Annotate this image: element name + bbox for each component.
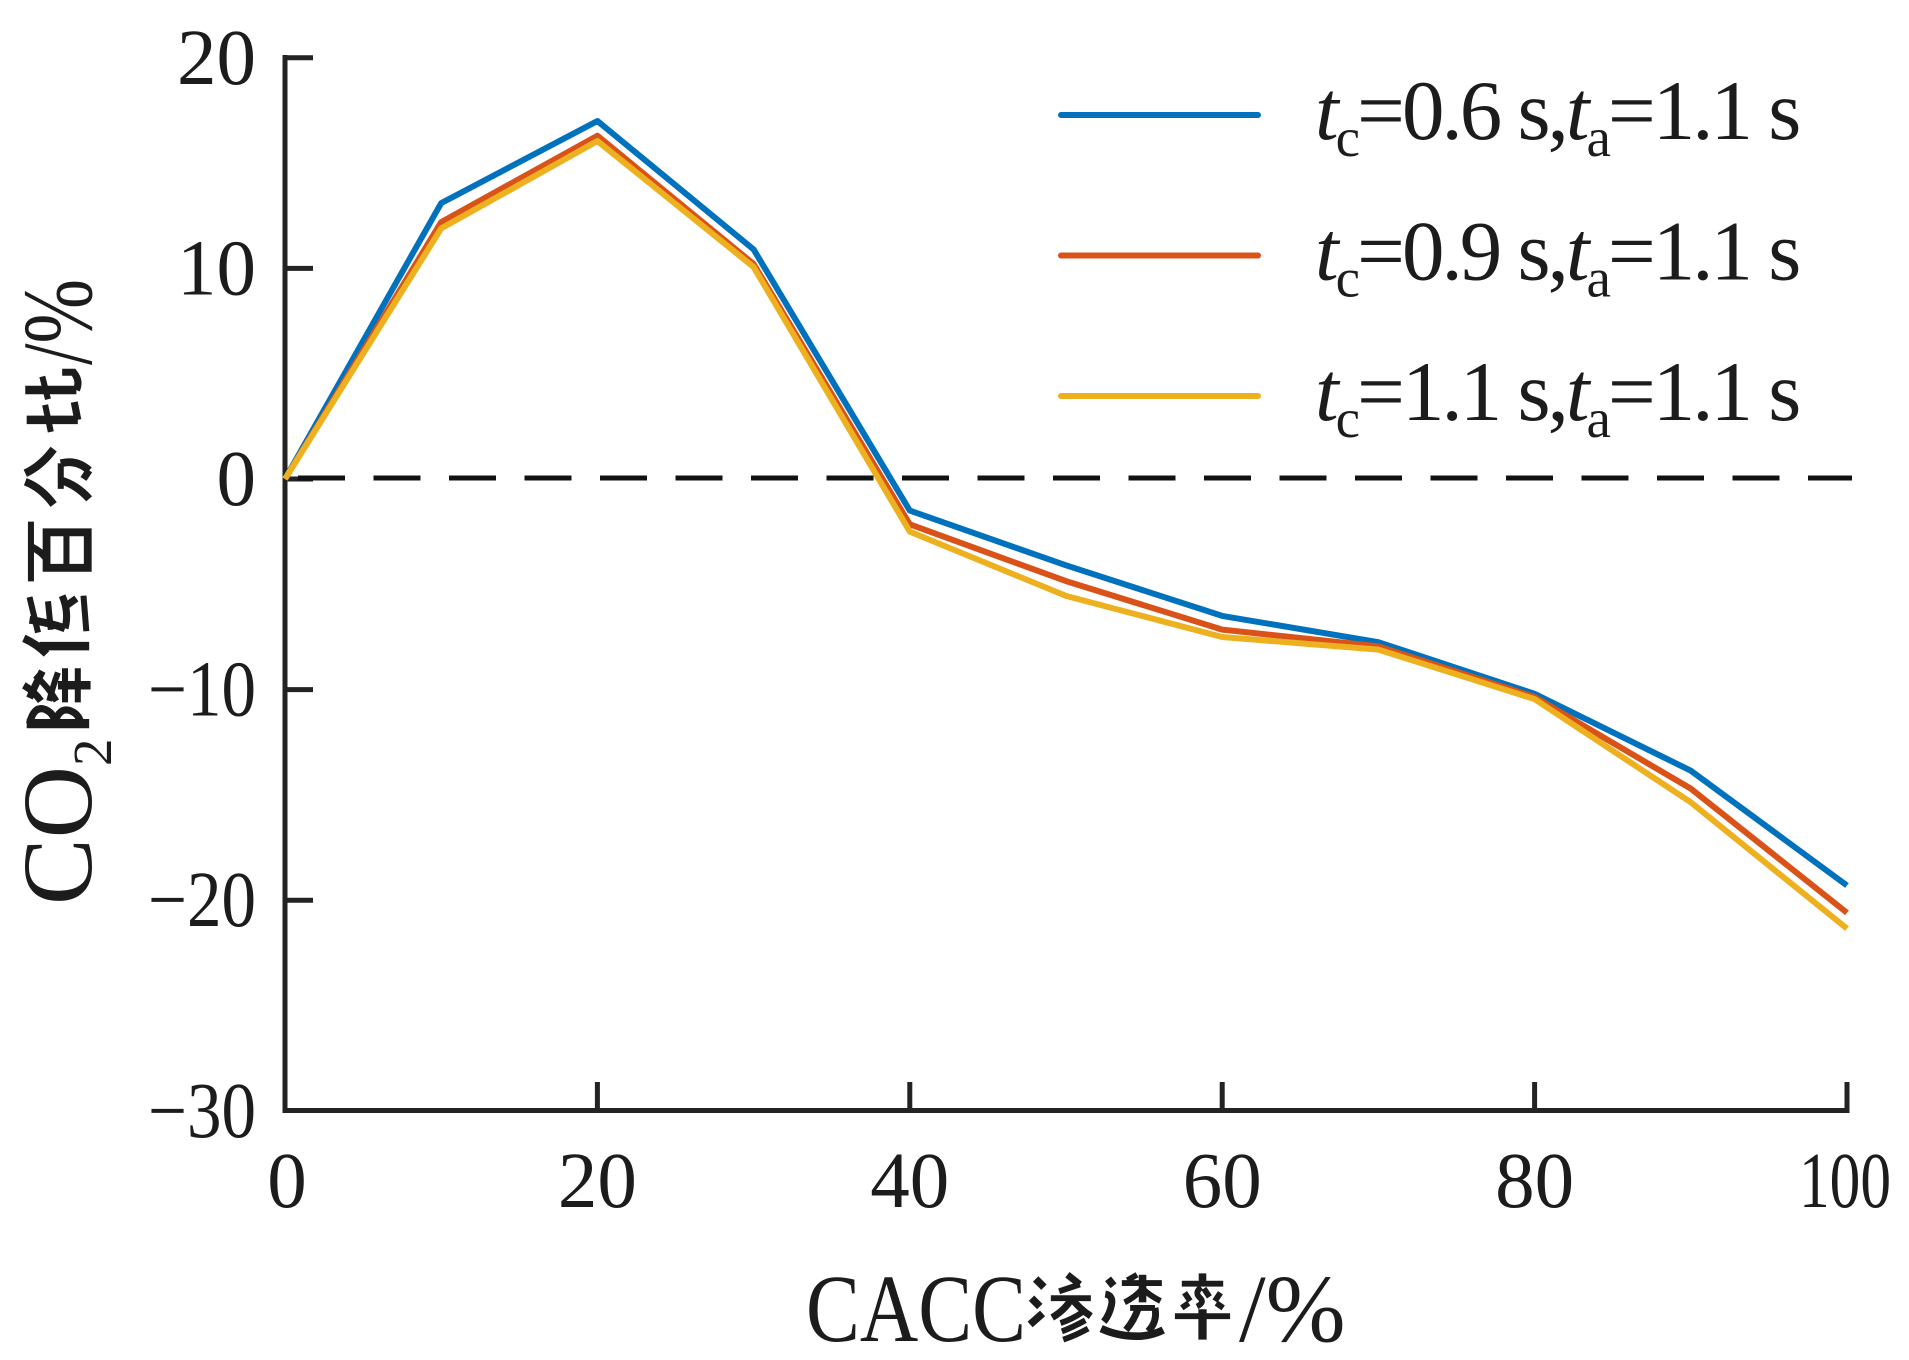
svg-text:−30: −30 — [148, 1068, 256, 1155]
svg-text:−20: −20 — [148, 857, 256, 944]
svg-text:40: 40 — [870, 1138, 949, 1225]
svg-text:/%: /% — [1239, 1255, 1346, 1360]
svg-text:20: 20 — [558, 1138, 637, 1225]
svg-text:CO: CO — [2, 766, 113, 905]
svg-text:60: 60 — [1183, 1138, 1262, 1225]
svg-text:tc=0.9 s,ta=1.1 s: tc=0.9 s,ta=1.1 s — [1315, 205, 1798, 309]
svg-text:10: 10 — [177, 225, 256, 312]
svg-text:100: 100 — [1799, 1138, 1891, 1225]
svg-text:tc=1.1 s,ta=1.1 s: tc=1.1 s,ta=1.1 s — [1315, 345, 1798, 449]
svg-text:0: 0 — [217, 436, 257, 523]
svg-text:20: 20 — [177, 15, 256, 102]
svg-text:tc=0.6 s,ta=1.1 s: tc=0.6 s,ta=1.1 s — [1315, 64, 1798, 168]
svg-text:2: 2 — [62, 739, 123, 767]
svg-text:/%: /% — [2, 279, 113, 365]
svg-text:CACC: CACC — [806, 1255, 1026, 1360]
svg-text:80: 80 — [1495, 1138, 1574, 1225]
svg-text:0: 0 — [267, 1138, 307, 1225]
svg-text:−10: −10 — [148, 647, 256, 734]
